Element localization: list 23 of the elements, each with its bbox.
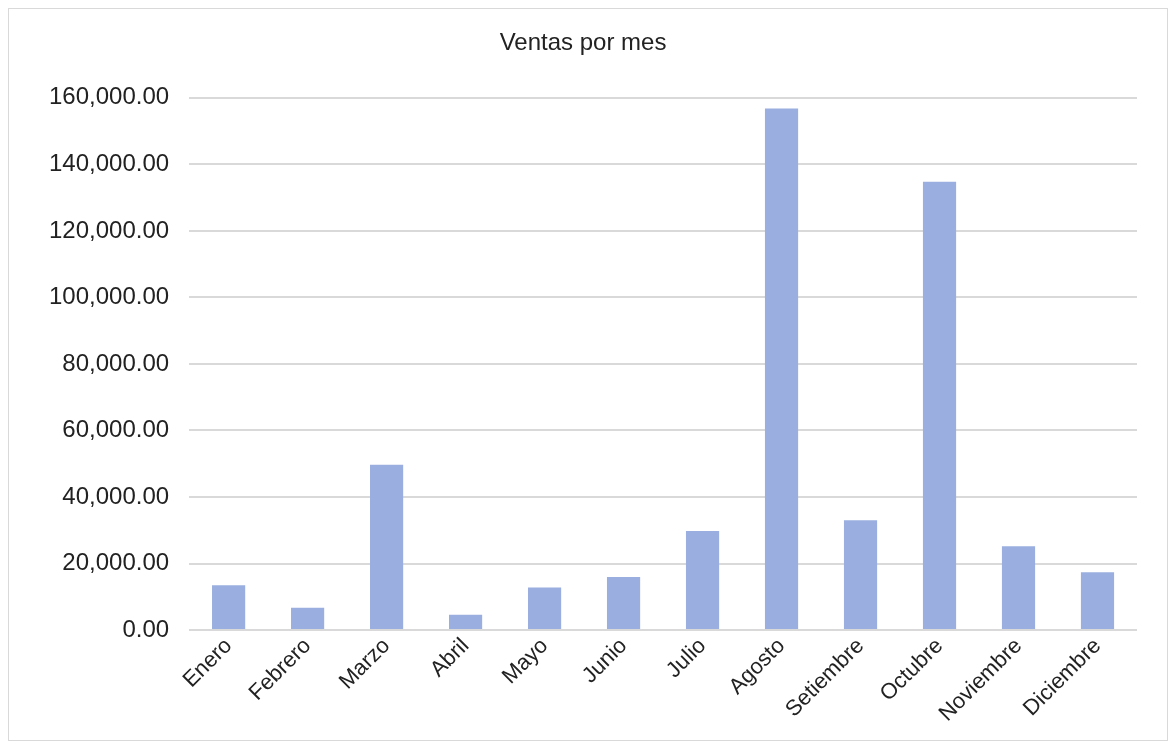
bar: [212, 585, 246, 630]
bar: [370, 464, 404, 630]
bar: [606, 576, 641, 630]
bar: [922, 181, 957, 630]
y-tick-label: 80,000.00: [62, 348, 170, 376]
chart-title: Ventas por mes: [499, 28, 667, 56]
y-tick-label: 120,000.00: [48, 215, 170, 243]
bar: [527, 587, 562, 630]
bar: [291, 607, 325, 630]
bar: [685, 530, 720, 630]
bar: [764, 108, 799, 630]
y-tick-label: 20,000.00: [62, 548, 170, 576]
bar: [1080, 572, 1115, 630]
y-tick-label: 0.00: [122, 614, 170, 642]
bar: [1001, 546, 1036, 630]
y-tick-label: 160,000.00: [48, 82, 170, 110]
y-tick-label: 40,000.00: [62, 481, 170, 509]
y-tick-label: 100,000.00: [48, 282, 170, 310]
x-tick-label: Julio: [660, 632, 711, 683]
y-tick-label: 140,000.00: [48, 148, 170, 176]
y-tick-label: 60,000.00: [62, 415, 170, 443]
bar: [843, 520, 878, 630]
bar: [449, 614, 483, 630]
